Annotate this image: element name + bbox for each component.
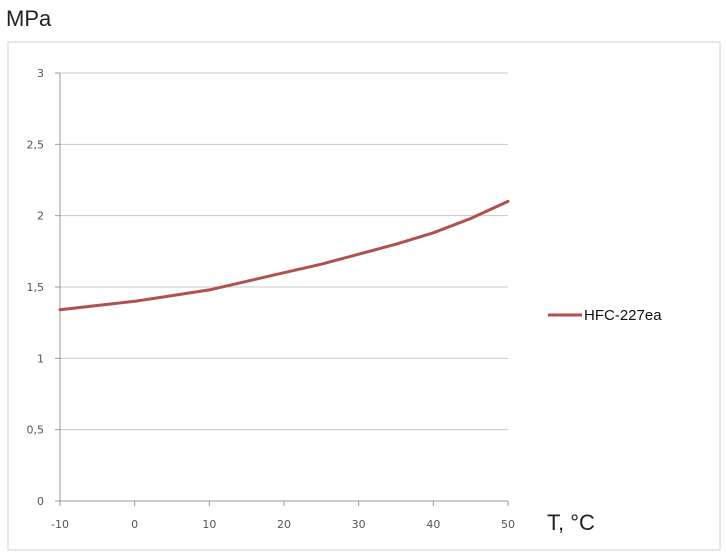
x-tick-labels: -10 0 10 20 30 40 50 [51, 518, 515, 531]
legend: HFC-227ea [548, 307, 662, 324]
chart-area-border [7, 41, 721, 551]
x-tick-label: 0 [131, 518, 138, 531]
series-line-0 [58, 199, 510, 312]
y-tick-label: 0 [37, 495, 44, 508]
y-tick-label: 1 [37, 352, 44, 365]
x-tick-label: 30 [352, 518, 366, 531]
gridlines [60, 72, 508, 431]
axes [55, 72, 509, 506]
x-tick-label: 40 [426, 518, 440, 531]
x-tick-label: 50 [501, 518, 515, 531]
y-tick-labels: 0 0,5 1 1,5 2 2,5 3 [27, 67, 45, 508]
x-tick-label: 10 [202, 518, 216, 531]
y-tick-label: 1,5 [27, 281, 45, 294]
y-axis-label: MPa [6, 6, 52, 31]
y-tick-label: 2,5 [27, 138, 45, 151]
x-tick-label: 20 [277, 518, 291, 531]
y-tick-label: 2 [37, 210, 44, 223]
y-tick-label: 0,5 [27, 424, 45, 437]
y-tick-label: 3 [37, 67, 44, 80]
legend-label: HFC-227ea [584, 307, 662, 324]
x-axis-label: T, °C [547, 510, 595, 535]
series-lines [58, 199, 510, 312]
x-tick-label: -10 [51, 518, 69, 531]
